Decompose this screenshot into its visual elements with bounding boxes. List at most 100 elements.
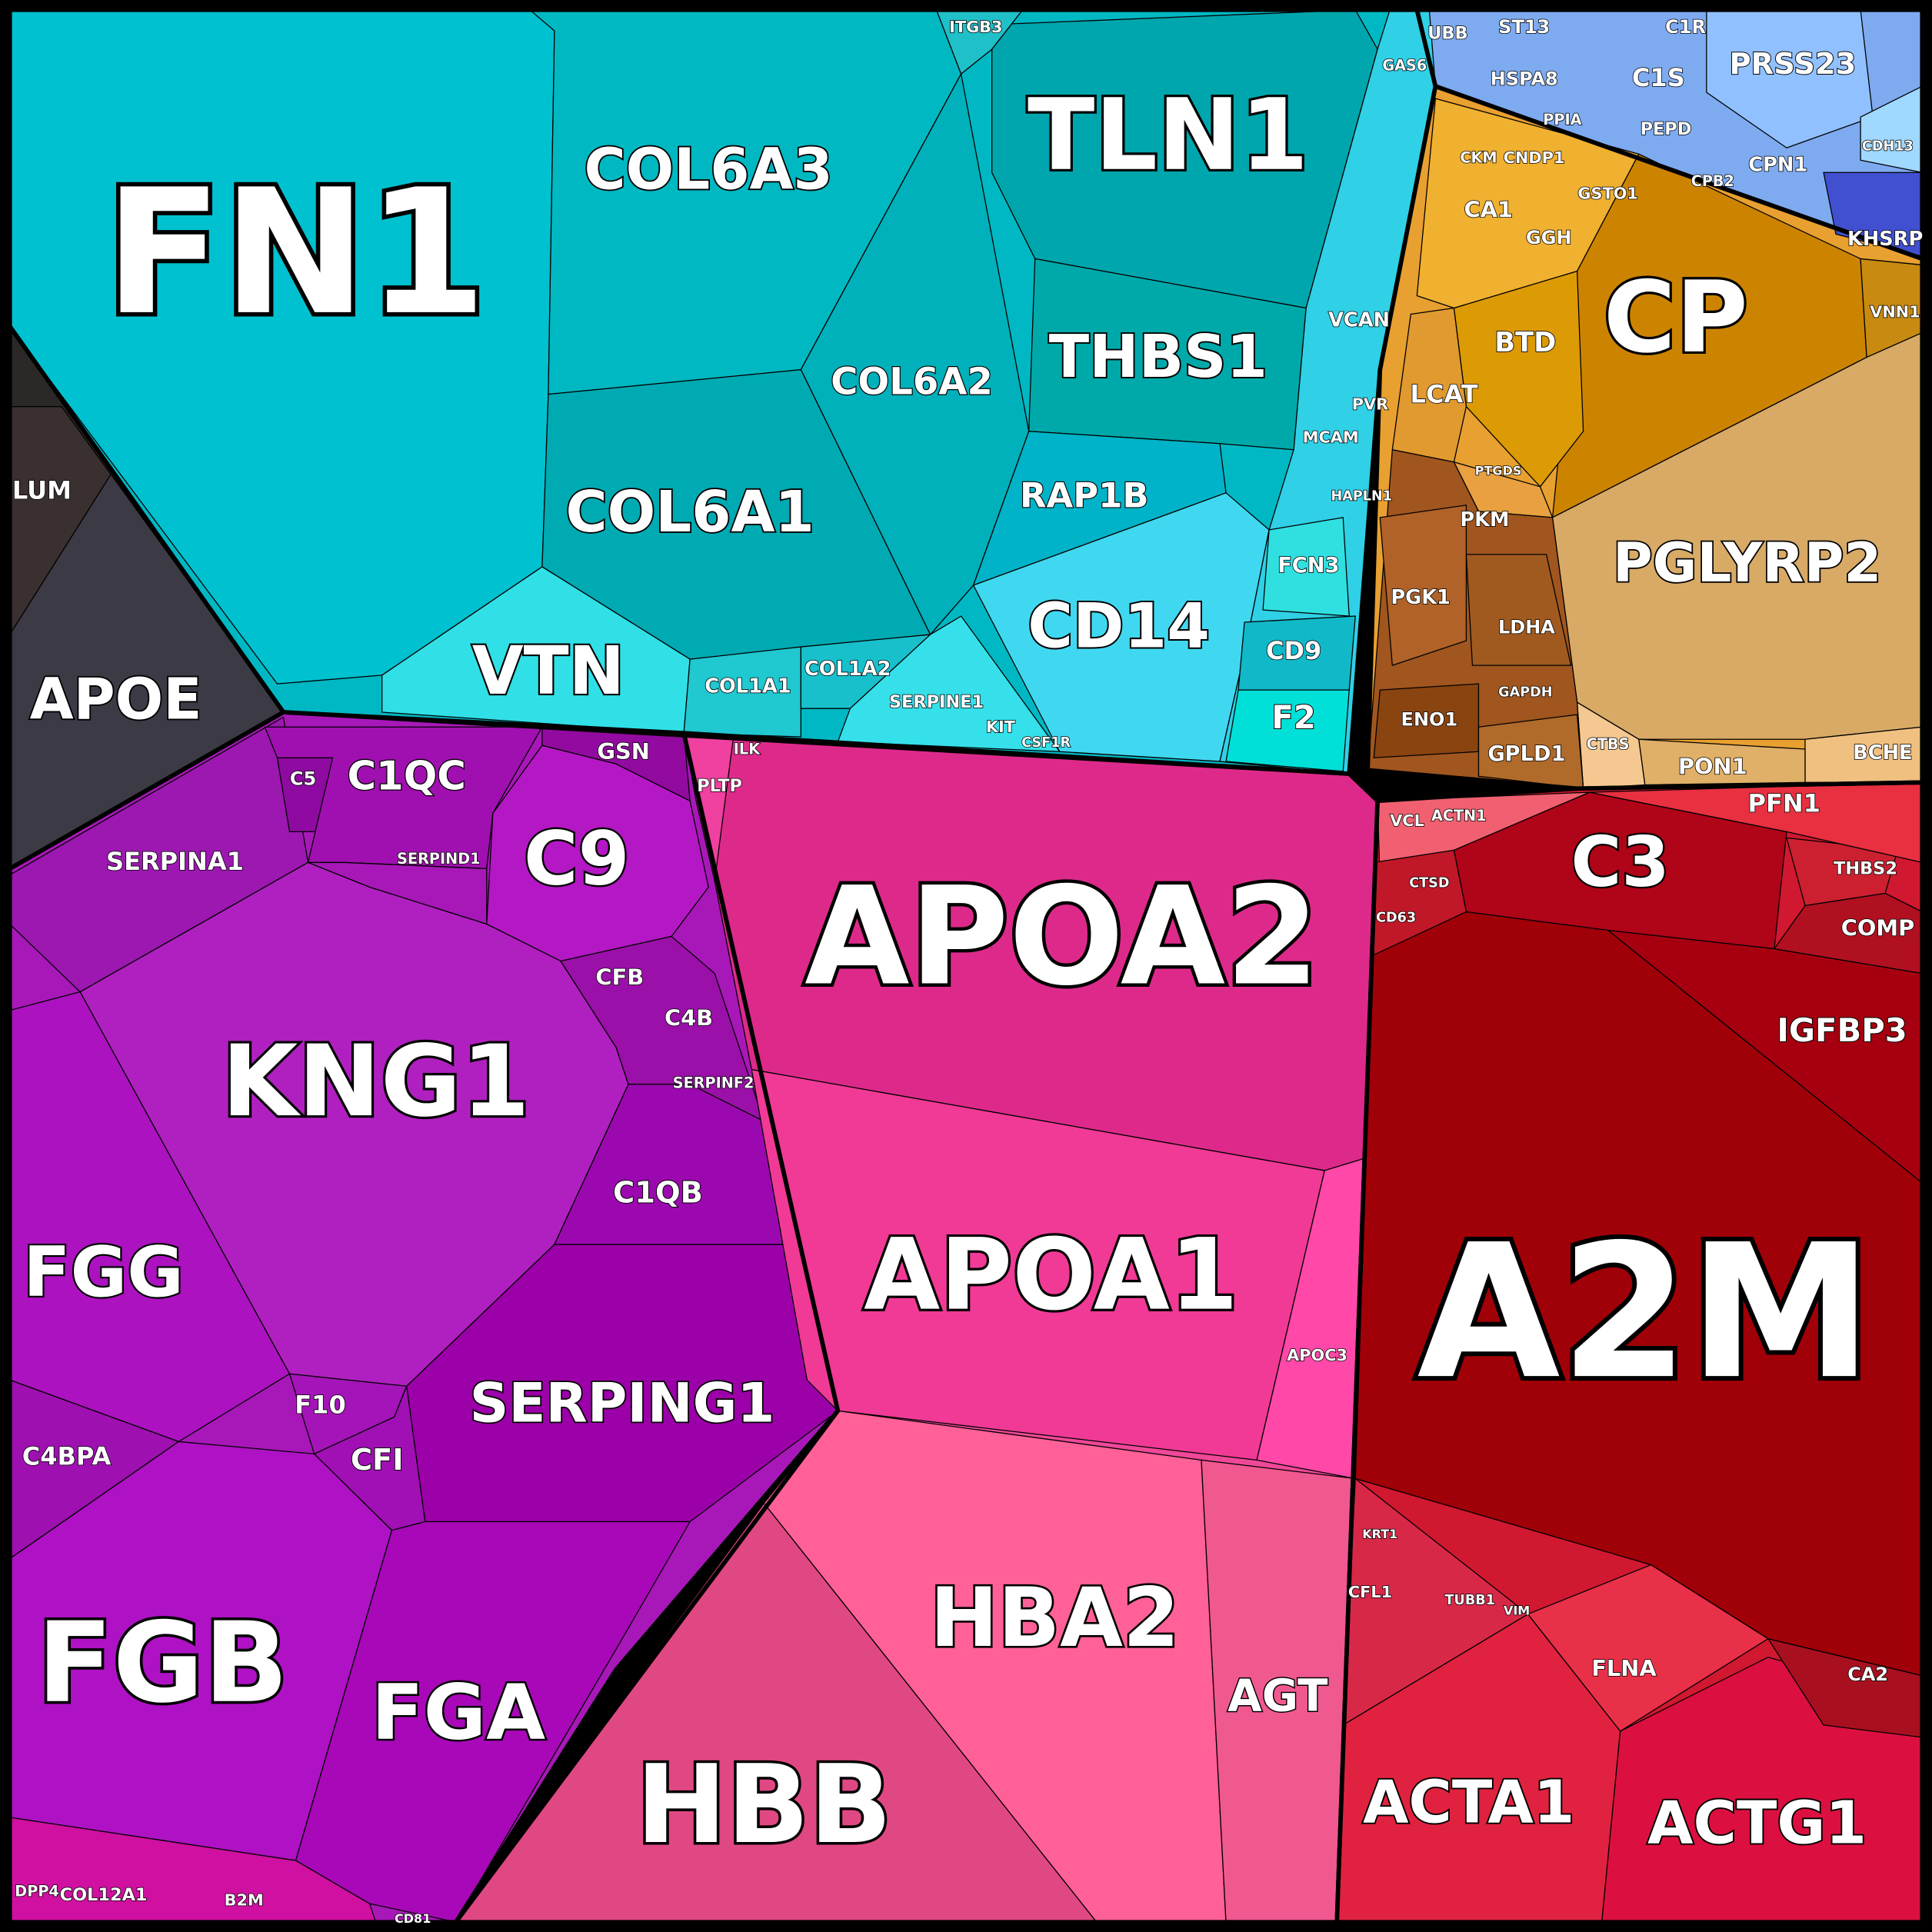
cell-label: COL6A3 bbox=[585, 138, 833, 203]
cell-label: CTSD bbox=[1409, 876, 1449, 891]
cell-label: THBS1 bbox=[1049, 323, 1267, 391]
cell-label: ACTN1 bbox=[1431, 807, 1487, 824]
cell-label: LDHA bbox=[1498, 616, 1555, 638]
cell-label: SERPINE1 bbox=[889, 692, 984, 712]
cell-label: ACTA1 bbox=[1363, 1768, 1574, 1837]
cell-label: PPIA bbox=[1543, 111, 1581, 128]
cell-label: ENO1 bbox=[1401, 709, 1458, 731]
cell-label: PON1 bbox=[1678, 753, 1747, 779]
cell-label: CFI bbox=[351, 1443, 404, 1477]
cell bbox=[1028, 258, 1307, 451]
cell-label: IGFBP3 bbox=[1777, 1011, 1907, 1049]
cell-label: FN1 bbox=[105, 152, 487, 353]
cell-label: UBB bbox=[1427, 23, 1467, 43]
cell-label: F10 bbox=[295, 1390, 345, 1419]
cell-label: FGB bbox=[37, 1599, 288, 1728]
cell-label: BCHE bbox=[1853, 741, 1912, 764]
cell-label: APOA2 bbox=[804, 858, 1320, 1016]
cell bbox=[1379, 505, 1467, 666]
cell-label: GSN bbox=[597, 738, 650, 764]
cell-label: DPP4 bbox=[15, 1883, 59, 1900]
cell-label: AGT bbox=[1227, 1669, 1328, 1721]
cell-label: PLTP bbox=[697, 776, 742, 796]
cell-label: KNG1 bbox=[222, 1024, 530, 1139]
cell-label: CDH13 bbox=[1862, 139, 1914, 155]
cell-label: CFL1 bbox=[1348, 1583, 1392, 1601]
cell-label: CD14 bbox=[1028, 590, 1210, 661]
cell-label: SERPIND1 bbox=[397, 850, 480, 868]
cell-label: SERPING1 bbox=[470, 1372, 775, 1435]
cell-label: PKM bbox=[1460, 508, 1509, 531]
cell-label: VNN1 bbox=[1870, 302, 1920, 321]
group-border bbox=[1334, 780, 1924, 1924]
cell-label: THBS2 bbox=[1834, 858, 1897, 878]
cell-label: GPLD1 bbox=[1487, 742, 1565, 766]
cell bbox=[1391, 307, 1467, 463]
cell-label: HSPA8 bbox=[1491, 68, 1558, 90]
cell-label: VTN bbox=[472, 633, 625, 710]
cell-label: CFB bbox=[595, 964, 644, 990]
cell-label: APOE bbox=[30, 667, 202, 732]
cell-label: C1QB bbox=[613, 1175, 703, 1210]
cell-label: CNDP1 bbox=[1504, 148, 1565, 167]
cell-label: C1R bbox=[1665, 16, 1706, 38]
cell-label: GGH bbox=[1526, 227, 1572, 248]
cell-label: ST13 bbox=[1498, 16, 1550, 38]
cell-label: BTD bbox=[1494, 327, 1556, 358]
cell-label: HBA2 bbox=[930, 1571, 1179, 1665]
cell-label: C1S bbox=[1632, 63, 1685, 92]
cell-label: CPN1 bbox=[1748, 154, 1807, 177]
cell bbox=[837, 615, 1061, 752]
cell bbox=[683, 646, 801, 738]
cell-label: C4B bbox=[665, 1004, 713, 1031]
cell-label: VCL bbox=[1390, 811, 1424, 830]
cell-label: CTBS bbox=[1587, 735, 1630, 753]
cell-label: VIM bbox=[1504, 1603, 1530, 1617]
cell-label: PFN1 bbox=[1748, 789, 1820, 818]
cell-label: PGLYRP2 bbox=[1613, 531, 1881, 595]
cell-label: HAPLN1 bbox=[1331, 489, 1392, 505]
cell-label: COL1A1 bbox=[705, 675, 791, 698]
cell-label: C3 bbox=[1571, 822, 1670, 902]
cell-label: CA1 bbox=[1464, 196, 1513, 222]
cell-label: PEPD bbox=[1641, 119, 1692, 139]
cell-label: GAPDH bbox=[1498, 685, 1552, 700]
cell bbox=[1465, 554, 1572, 666]
cell-label: KRT1 bbox=[1362, 1527, 1397, 1541]
cell-label: COL6A1 bbox=[566, 480, 814, 545]
cell-label: PVR bbox=[1352, 395, 1388, 413]
cell-label: RAP1B bbox=[1020, 475, 1149, 516]
cell bbox=[751, 1068, 1325, 1461]
cell-label: KHSRP bbox=[1847, 228, 1923, 251]
cell-label: APOC3 bbox=[1287, 1346, 1347, 1364]
cell-label: C5 bbox=[290, 768, 316, 789]
cell-label: LCAT bbox=[1411, 380, 1478, 409]
cell-label: F2 bbox=[1271, 698, 1315, 736]
cell-label: MCAM bbox=[1303, 428, 1359, 447]
cell-label: LUM bbox=[12, 476, 72, 505]
cell-label: SERPINA1 bbox=[106, 847, 244, 876]
cell-label: B2M bbox=[225, 1890, 264, 1909]
cell bbox=[381, 566, 691, 734]
cell-label: FLNA bbox=[1591, 1655, 1657, 1681]
cell-label: CP bbox=[1604, 261, 1748, 375]
cell-label: PTGDS bbox=[1475, 463, 1522, 478]
cell-label: GSTO1 bbox=[1577, 185, 1637, 203]
cell-label: FCN3 bbox=[1277, 554, 1339, 578]
cell-label: COL1A2 bbox=[804, 658, 891, 681]
cell-label: CD9 bbox=[1266, 636, 1321, 665]
cell-label: CKM bbox=[1460, 149, 1497, 167]
group-border bbox=[8, 710, 841, 1924]
cell-label: APOA1 bbox=[864, 1218, 1238, 1333]
cell-label: ILK bbox=[734, 741, 761, 758]
cell-label: CD63 bbox=[1376, 911, 1416, 926]
cell-label: GAS6 bbox=[1382, 56, 1427, 74]
cell-label: CPB2 bbox=[1691, 172, 1734, 190]
cell-label: TUBB1 bbox=[1445, 1593, 1495, 1608]
cell-label: A2M bbox=[1417, 1204, 1873, 1420]
cell-label: COL6A2 bbox=[831, 361, 993, 404]
cell-label: FGA bbox=[371, 1668, 545, 1757]
cell-label: KIT bbox=[986, 718, 1016, 736]
